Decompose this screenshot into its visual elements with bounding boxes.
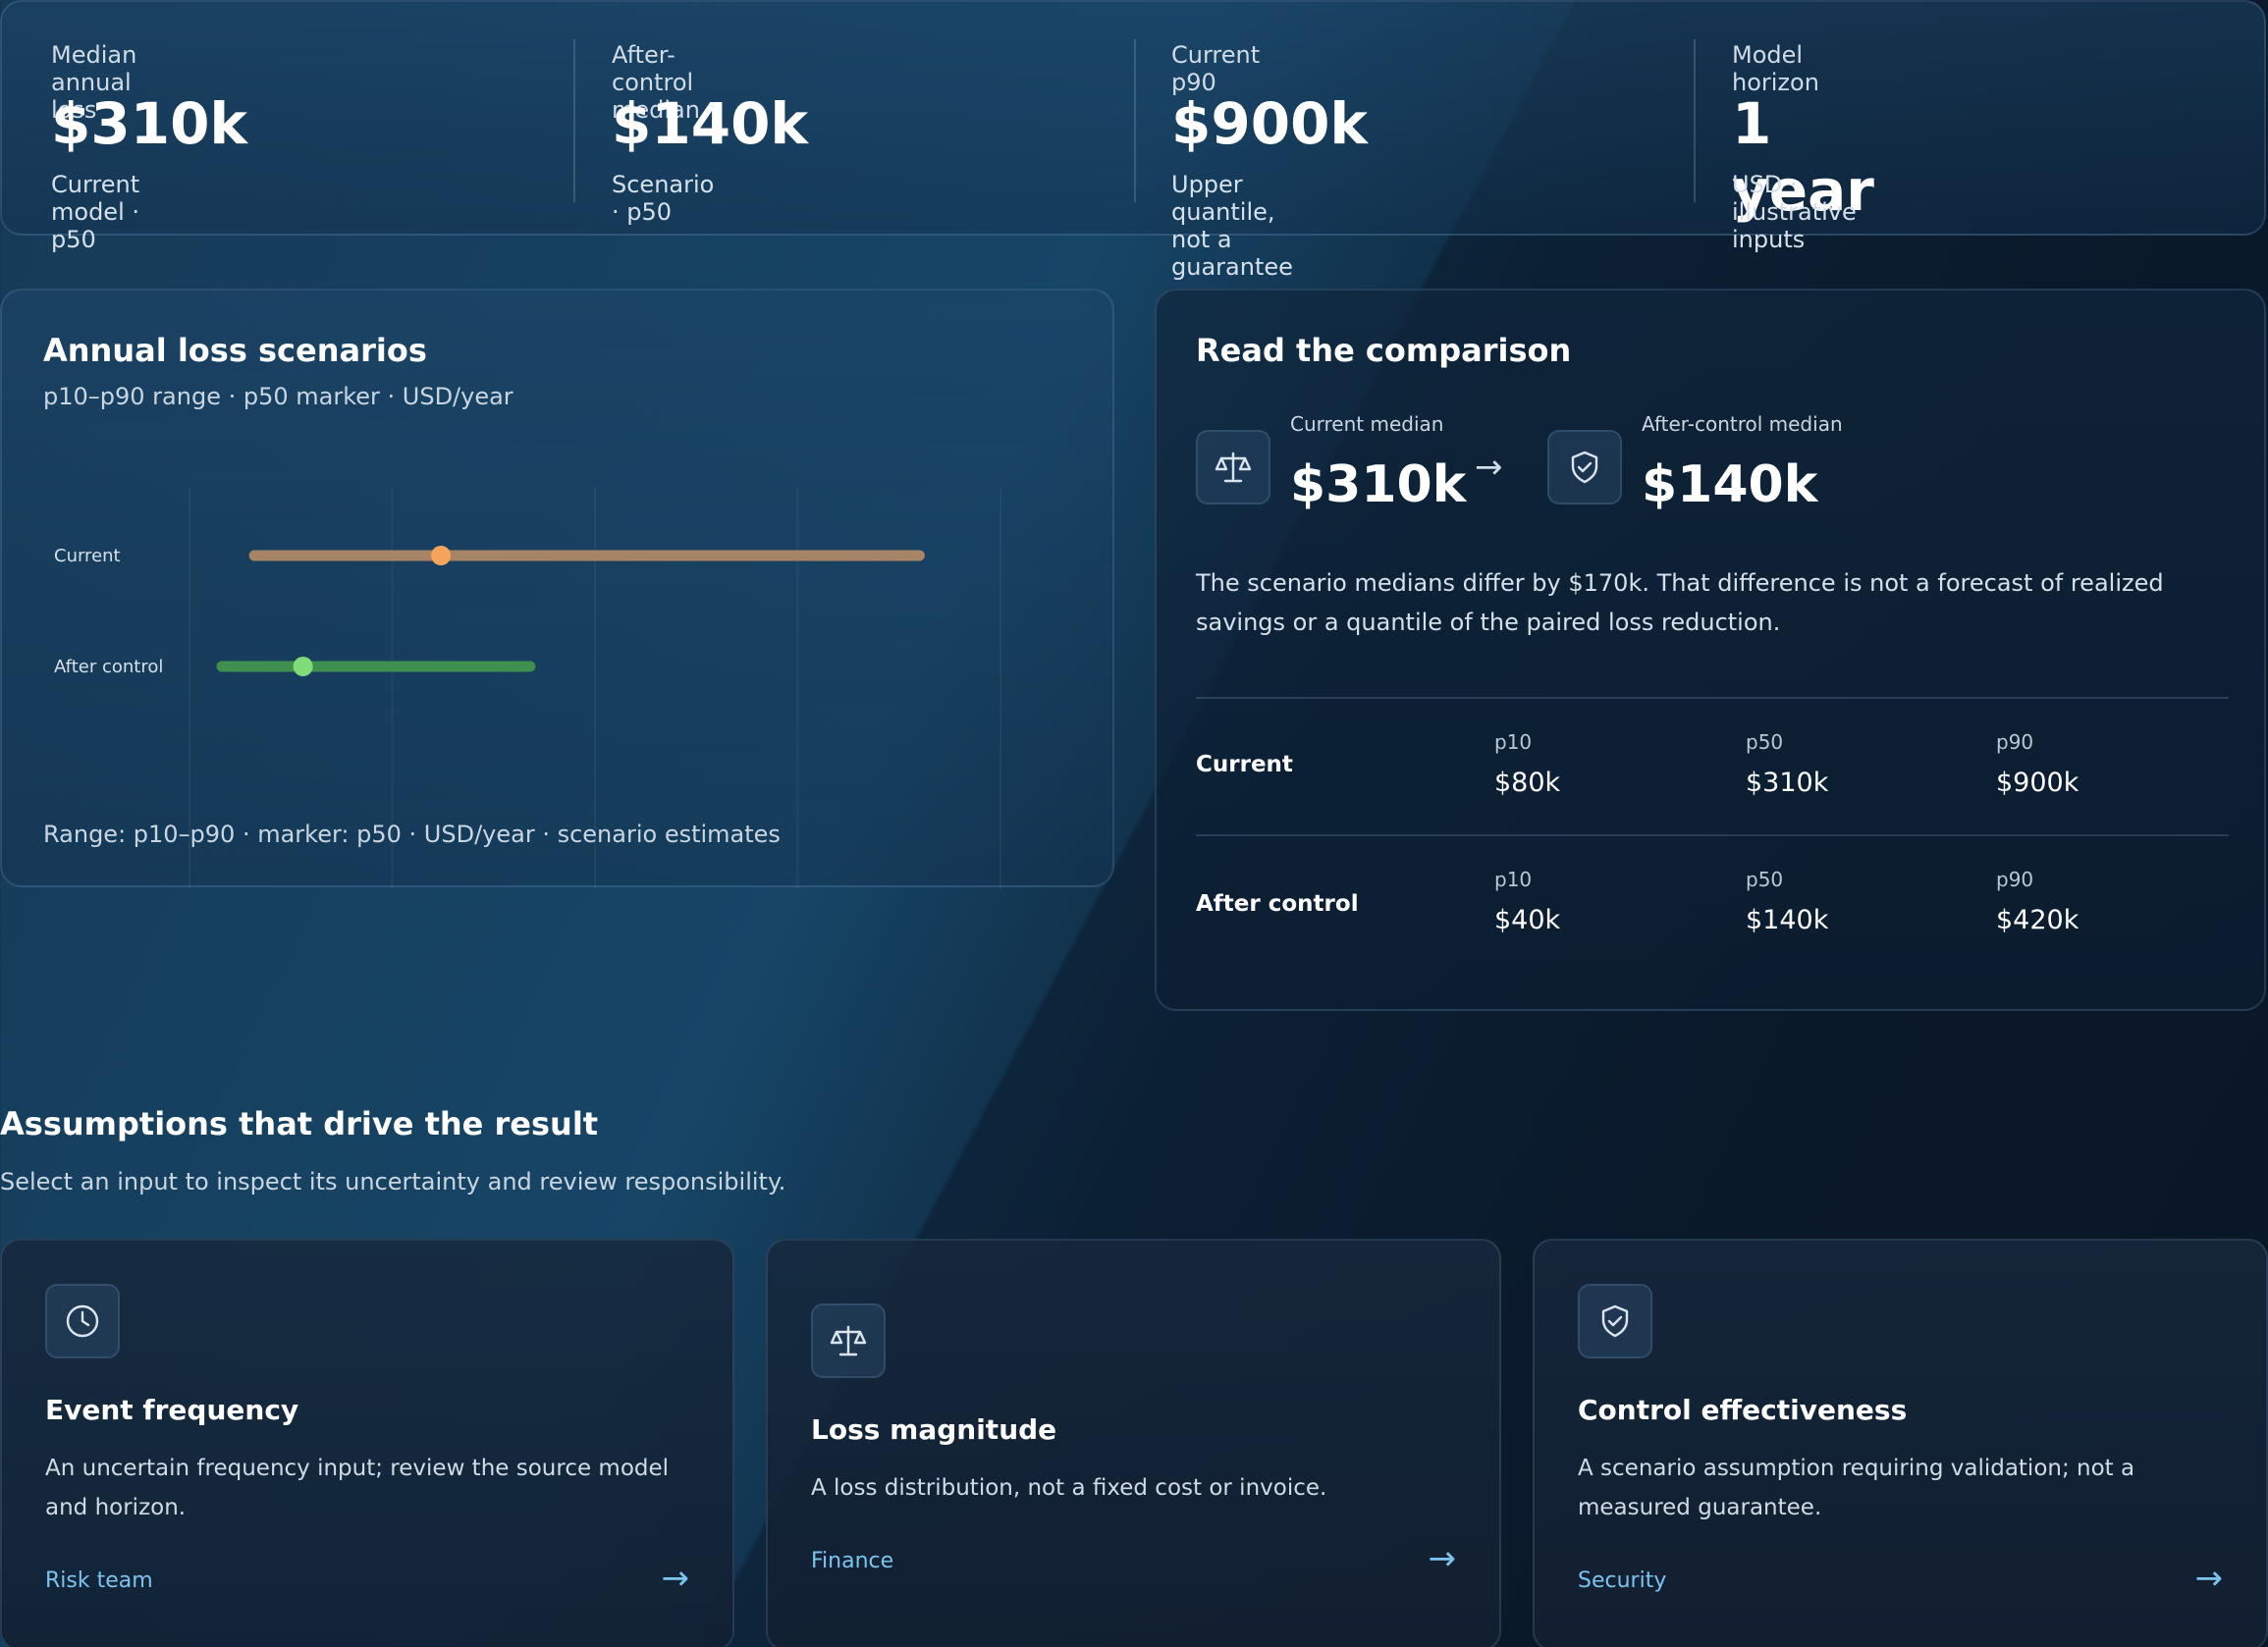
q-value: $40k xyxy=(1494,905,1561,935)
row-name-after-control: After control xyxy=(1196,891,1359,917)
q-label: p90 xyxy=(1996,730,2034,754)
assumption-title: Loss magnitude xyxy=(811,1413,1057,1446)
comparison-card: Read the comparison Current median $310k… xyxy=(1155,289,2266,1011)
clock-icon xyxy=(45,1284,120,1358)
kpi-label: After-control median xyxy=(612,41,700,124)
assumption-card-event-frequency[interactable]: Event frequency An uncertain frequency i… xyxy=(0,1239,734,1647)
range-chart: $0k$250k$500k$750k$1000kCurrentAfter con… xyxy=(54,487,1001,889)
q-label: p50 xyxy=(1746,730,1784,754)
current-median-label: Current median xyxy=(1290,412,1444,436)
assumption-owner[interactable]: Risk team xyxy=(45,1568,153,1593)
q-value: $420k xyxy=(1996,905,2079,935)
assumption-title: Control effectiveness xyxy=(1578,1394,1908,1426)
q-label: p50 xyxy=(1746,868,1784,891)
chart-footnote: Range: p10–p90 · marker: p50 · USD/year … xyxy=(43,821,781,848)
scale-icon xyxy=(811,1303,886,1378)
divider xyxy=(1694,39,1696,202)
after-median-label: After-control median xyxy=(1642,412,1843,436)
assumption-desc: An uncertain frequency input; review the… xyxy=(45,1456,670,1520)
assumptions-subtitle: Select an input to inspect its uncertain… xyxy=(0,1168,786,1195)
scale-icon xyxy=(1196,430,1270,505)
kpi-strip: Median annual loss $310k Current model ·… xyxy=(0,0,2266,281)
comparison-text: The scenario medians differ by $170k. Th… xyxy=(1196,569,2164,636)
divider xyxy=(1134,39,1136,202)
q-value: $900k xyxy=(1996,768,2079,798)
assumption-desc: A scenario assumption requiring validati… xyxy=(1578,1456,2135,1520)
series-label: After control xyxy=(54,657,163,677)
assumption-title: Event frequency xyxy=(45,1394,299,1426)
annual-loss-chart-card: Annual loss scenarios p10–p90 range · p5… xyxy=(0,289,1114,889)
arrow-right-icon: → xyxy=(1475,448,1503,487)
p50-marker xyxy=(293,657,313,676)
kpi-sub: USD · illustrative inputs xyxy=(1732,171,1857,253)
after-median-value: $140k xyxy=(1642,455,1818,514)
q-label: p10 xyxy=(1494,730,1533,754)
kpi-sub: Current model · p50 xyxy=(51,171,140,253)
chart-title: Annual loss scenarios xyxy=(43,332,427,369)
shield-check-icon xyxy=(1578,1284,1652,1358)
kpi-sub: Upper quantile, not a guarantee xyxy=(1171,171,1293,281)
assumptions-title: Assumptions that drive the result xyxy=(0,1105,599,1142)
kpi-value: 1 year xyxy=(1732,90,1874,224)
row-name-current: Current xyxy=(1196,752,1293,777)
q-value: $80k xyxy=(1494,768,1561,798)
kpi-label: Median annual loss xyxy=(51,41,137,124)
divider xyxy=(573,39,575,202)
q-value: $310k xyxy=(1746,768,1829,798)
kpi-sub: Scenario · p50 xyxy=(612,171,715,226)
kpi-label: Current p90 xyxy=(1171,41,1261,96)
shield-check-icon xyxy=(1547,430,1622,505)
arrow-right-icon[interactable]: → xyxy=(2194,1559,2224,1598)
divider xyxy=(1196,697,2229,699)
current-median-value: $310k xyxy=(1290,455,1467,514)
comparison-title: Read the comparison xyxy=(1196,332,1572,369)
divider xyxy=(1196,834,2229,836)
arrow-right-icon[interactable]: → xyxy=(661,1559,690,1598)
chart-subtitle: p10–p90 range · p50 marker · USD/year xyxy=(43,383,513,410)
kpi-value: $310k xyxy=(51,90,247,157)
assumption-owner[interactable]: Finance xyxy=(811,1549,894,1573)
assumption-owner[interactable]: Security xyxy=(1578,1568,1667,1593)
q-label: p90 xyxy=(1996,868,2034,891)
arrow-right-icon[interactable]: → xyxy=(1428,1539,1457,1578)
series-label: Current xyxy=(54,546,121,566)
assumption-card-loss-magnitude[interactable]: Loss magnitude A loss distribution, not … xyxy=(766,1239,1501,1647)
q-value: $140k xyxy=(1746,905,1829,935)
kpi-value: $900k xyxy=(1171,90,1368,157)
q-label: p10 xyxy=(1494,868,1533,891)
kpi-label: Model horizon xyxy=(1732,41,1819,96)
kpi-value: $140k xyxy=(612,90,808,157)
assumption-card-control-effectiveness[interactable]: Control effectiveness A scenario assumpt… xyxy=(1533,1239,2268,1647)
p50-marker xyxy=(431,546,452,565)
assumption-desc: A loss distribution, not a fixed cost or… xyxy=(811,1475,1327,1501)
